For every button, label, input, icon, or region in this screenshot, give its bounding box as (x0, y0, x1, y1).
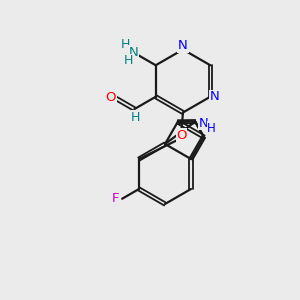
Text: N: N (178, 39, 188, 52)
Text: N: N (199, 117, 208, 130)
Text: O: O (106, 91, 116, 103)
Text: N: N (129, 46, 139, 59)
Text: H: H (124, 54, 133, 68)
Text: F: F (112, 192, 119, 205)
Text: H: H (121, 38, 130, 51)
Text: H: H (207, 122, 216, 135)
Text: H: H (131, 111, 141, 124)
Text: N: N (210, 90, 220, 103)
Text: O: O (176, 129, 187, 142)
